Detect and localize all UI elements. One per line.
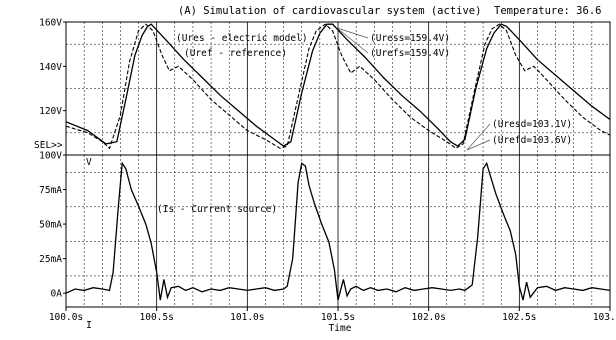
v-marker: V bbox=[86, 157, 92, 168]
annotation-label: (Uresd=103.1V) bbox=[492, 119, 572, 130]
voltage-plot: 100V 120V 140V 160V (Ures - electric model) (… bbox=[39, 18, 611, 162]
x-tick-label: 100.5s bbox=[140, 312, 174, 323]
x-tick-label: 102.0s bbox=[412, 312, 446, 323]
y-tick-label: 75mA bbox=[39, 185, 62, 196]
y-tick-label: 50mA bbox=[39, 220, 62, 231]
y-tick-label: 100V bbox=[39, 151, 62, 162]
y-tick-label: 140V bbox=[39, 62, 62, 73]
annotation-leader bbox=[336, 27, 369, 39]
annotation-label: (Is - Current source) bbox=[157, 204, 277, 215]
y-tick-label: 120V bbox=[39, 106, 62, 117]
x-tick-label: 103.0s bbox=[593, 312, 616, 323]
annotation-label: (Urefd=103.6V) bbox=[492, 135, 572, 146]
annotation-label: (Uress=159.4V) bbox=[370, 33, 450, 44]
x-tick-label: 102.5s bbox=[502, 312, 536, 323]
x-tick-label: 101.0s bbox=[230, 312, 264, 323]
annotation-leader bbox=[466, 123, 491, 151]
x-axis-label: Time bbox=[329, 323, 352, 334]
annotation-label: (Ures - electric model) bbox=[176, 33, 308, 44]
series-line bbox=[65, 161, 611, 301]
annotation-leader bbox=[466, 139, 491, 151]
cursor-marker: I bbox=[86, 320, 92, 331]
sel-marker: SEL>> bbox=[34, 140, 63, 151]
annotation-label: (Uref - reference) bbox=[184, 48, 287, 59]
series-line bbox=[65, 23, 611, 150]
x-tick-label: 100.0s bbox=[49, 312, 83, 323]
current-plot: 0A 25mA 50mA 75mA (Is - Current source) 100.0… bbox=[39, 154, 616, 334]
y-tick-label: 0A bbox=[51, 289, 63, 300]
annotation-leader bbox=[336, 27, 369, 54]
temperature-label: Temperature: 36.6 bbox=[494, 5, 601, 17]
y-tick-label: 25mA bbox=[39, 254, 62, 265]
annotation-label: (Urefs=159.4V) bbox=[370, 48, 450, 59]
y-tick-label: 160V bbox=[39, 18, 62, 29]
x-tick-label: 101.5s bbox=[321, 312, 355, 323]
chart-title: (A) Simulation of cardiovascular system … bbox=[178, 5, 481, 17]
